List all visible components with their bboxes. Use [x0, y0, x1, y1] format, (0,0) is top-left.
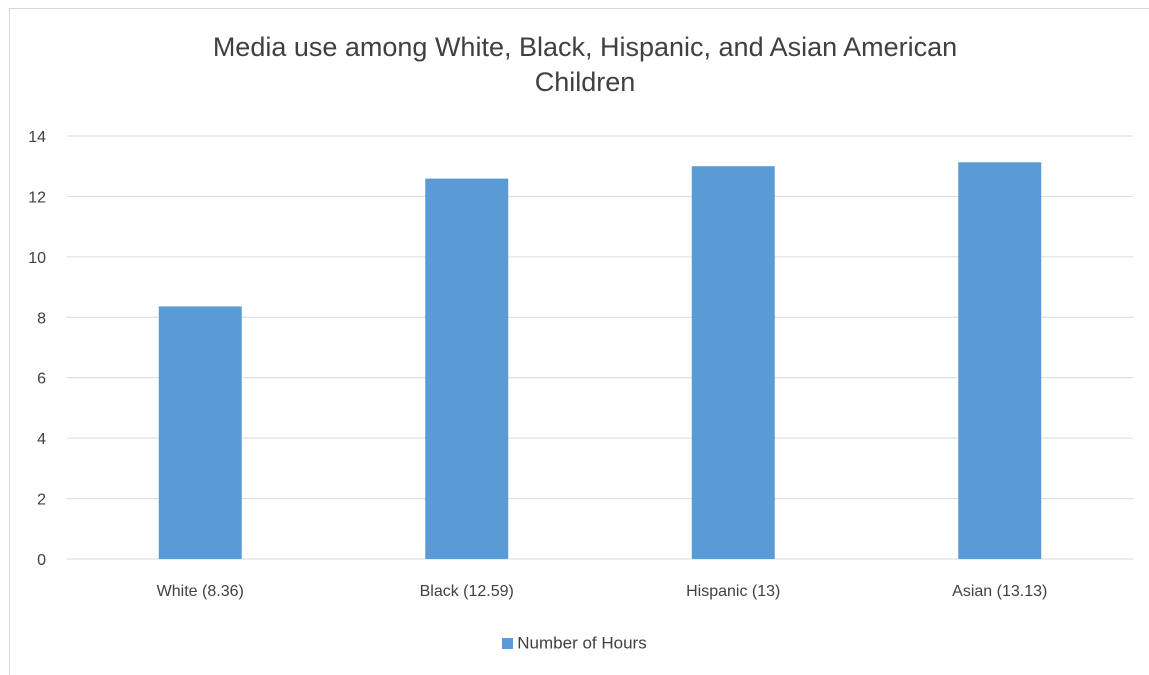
y-tick-label: 10 [28, 250, 46, 267]
legend-label: Number of Hours [517, 634, 646, 653]
bar [159, 306, 242, 559]
y-tick-label: 8 [37, 310, 46, 327]
y-tick-label: 0 [37, 552, 46, 569]
x-tick-label: Hispanic (13) [686, 583, 780, 600]
legend-swatch [502, 638, 513, 649]
bar [692, 166, 775, 559]
bar [958, 162, 1041, 559]
bar [425, 179, 508, 559]
y-tick-label: 12 [28, 189, 46, 206]
y-tick-label: 14 [28, 129, 46, 146]
x-tick-label: Asian (13.13) [952, 583, 1047, 600]
x-tick-label: White (8.36) [157, 583, 244, 600]
y-tick-label: 6 [37, 371, 46, 388]
x-tick-label: Black (12.59) [420, 583, 514, 600]
legend: Number of Hours [0, 633, 1149, 654]
y-tick-label: 2 [37, 492, 46, 509]
y-tick-label: 4 [37, 431, 46, 448]
